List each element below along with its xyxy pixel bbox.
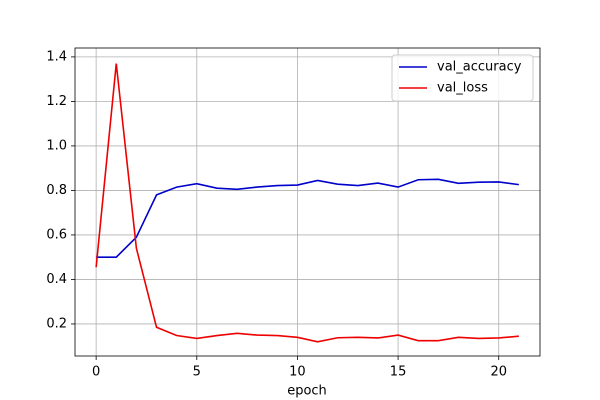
legend-label: val_loss <box>437 81 488 96</box>
x-tick-label: 10 <box>289 365 306 380</box>
x-tick-label: 15 <box>390 365 407 380</box>
legend-box <box>391 54 534 102</box>
x-axis-label: epoch <box>287 384 327 399</box>
plot-frame <box>74 47 541 357</box>
y-tick-label: 1.4 <box>46 49 67 64</box>
series-line <box>95 63 519 343</box>
y-tick-label: 1.2 <box>46 94 67 109</box>
y-tick-label: 0.6 <box>46 227 67 242</box>
y-tick-label: 1.0 <box>46 138 67 153</box>
series-line <box>96 178 519 258</box>
x-tick-label: 5 <box>193 365 201 380</box>
y-tick-label: 0.2 <box>46 316 67 331</box>
x-tick-label: 20 <box>490 365 507 380</box>
x-tick-label: 0 <box>92 365 100 380</box>
y-tick-label: 0.4 <box>46 272 67 287</box>
legend-label: val_accuracy <box>437 60 522 75</box>
y-tick-label: 0.8 <box>46 183 67 198</box>
